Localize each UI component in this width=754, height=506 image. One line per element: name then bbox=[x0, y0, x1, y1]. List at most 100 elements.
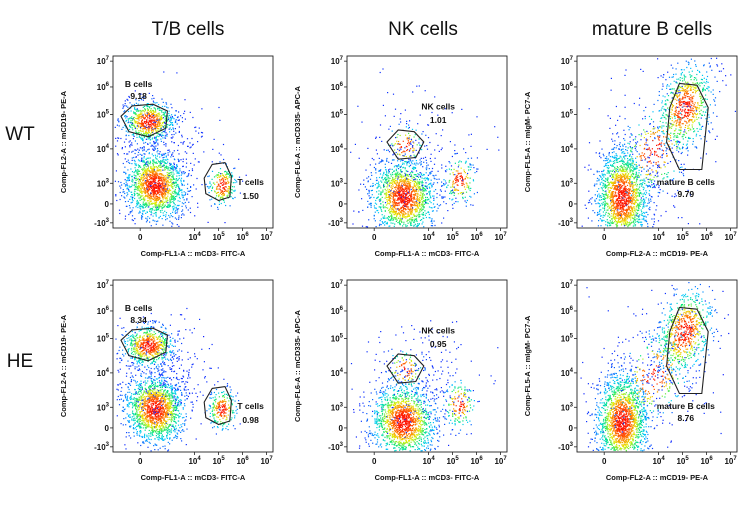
event-point bbox=[131, 124, 133, 126]
event-point bbox=[413, 182, 415, 184]
event-point bbox=[167, 186, 169, 188]
event-point bbox=[397, 178, 399, 180]
event-point bbox=[426, 185, 428, 187]
event-point bbox=[437, 207, 439, 209]
event-point bbox=[165, 145, 167, 147]
event-point bbox=[138, 117, 141, 119]
event-point bbox=[397, 174, 400, 176]
event-point bbox=[403, 188, 405, 191]
event-point bbox=[162, 189, 164, 191]
event-point bbox=[116, 153, 119, 155]
event-point bbox=[385, 196, 387, 199]
event-point bbox=[220, 176, 222, 178]
event-point bbox=[413, 185, 415, 187]
event-point bbox=[144, 170, 146, 172]
event-point bbox=[133, 103, 135, 106]
column-title: mature B cells bbox=[592, 19, 712, 40]
event-point bbox=[410, 217, 412, 219]
event-point bbox=[134, 162, 136, 164]
event-point bbox=[218, 203, 220, 205]
event-point bbox=[401, 185, 403, 187]
event-point bbox=[207, 221, 209, 223]
event-point bbox=[453, 192, 455, 194]
event-point bbox=[148, 137, 150, 140]
event-point bbox=[385, 179, 387, 181]
event-point bbox=[416, 201, 418, 203]
event-point bbox=[151, 188, 153, 190]
event-point bbox=[424, 179, 426, 181]
event-point bbox=[393, 190, 395, 192]
event-point bbox=[152, 163, 154, 165]
event-point bbox=[156, 117, 158, 119]
event-point bbox=[414, 194, 416, 196]
event-point bbox=[162, 169, 164, 171]
event-point bbox=[390, 222, 392, 224]
event-point bbox=[159, 161, 161, 163]
event-point bbox=[368, 192, 370, 194]
event-point bbox=[388, 194, 391, 196]
event-point bbox=[393, 182, 395, 184]
event-point bbox=[175, 179, 177, 181]
event-point bbox=[401, 171, 403, 173]
event-point bbox=[416, 199, 419, 201]
event-point bbox=[605, 177, 607, 180]
event-point bbox=[141, 193, 143, 195]
event-point bbox=[212, 182, 214, 184]
event-point bbox=[142, 210, 144, 212]
event-point bbox=[384, 224, 386, 226]
event-point bbox=[159, 176, 161, 178]
event-point bbox=[152, 177, 155, 179]
event-point bbox=[647, 223, 649, 225]
event-point bbox=[138, 122, 140, 124]
event-point bbox=[129, 207, 131, 209]
event-point bbox=[443, 201, 445, 203]
event-point bbox=[450, 190, 452, 192]
event-point bbox=[413, 214, 415, 216]
event-point bbox=[181, 173, 183, 175]
event-point bbox=[138, 182, 140, 184]
event-point bbox=[157, 197, 159, 199]
event-point bbox=[394, 178, 396, 180]
event-point bbox=[409, 199, 411, 201]
event-point bbox=[131, 194, 133, 196]
event-point bbox=[148, 206, 150, 208]
event-point bbox=[418, 85, 420, 87]
event-point bbox=[170, 185, 172, 187]
event-point bbox=[395, 179, 397, 182]
event-point bbox=[143, 166, 145, 168]
event-point bbox=[132, 207, 134, 209]
event-point bbox=[399, 187, 401, 189]
event-point bbox=[138, 136, 140, 138]
event-point bbox=[150, 175, 152, 177]
event-point bbox=[386, 172, 388, 174]
event-point bbox=[141, 205, 143, 207]
event-point bbox=[227, 173, 229, 175]
event-point bbox=[144, 125, 146, 127]
event-point bbox=[617, 220, 619, 222]
event-point bbox=[405, 201, 407, 203]
event-point bbox=[393, 210, 395, 212]
event-point bbox=[163, 187, 165, 189]
event-point bbox=[150, 200, 152, 203]
event-point bbox=[398, 140, 400, 143]
event-point bbox=[433, 177, 435, 179]
event-point bbox=[137, 179, 139, 181]
event-point bbox=[155, 202, 157, 205]
event-point bbox=[627, 158, 629, 160]
event-point bbox=[226, 178, 228, 180]
event-point bbox=[606, 219, 608, 221]
event-point bbox=[140, 182, 142, 184]
event-point bbox=[428, 198, 430, 200]
event-point bbox=[149, 203, 151, 205]
event-point bbox=[140, 117, 142, 119]
event-point bbox=[142, 122, 144, 124]
event-point bbox=[221, 179, 223, 181]
event-point bbox=[166, 167, 168, 170]
event-point bbox=[411, 218, 413, 221]
event-point bbox=[143, 184, 145, 186]
event-point bbox=[407, 140, 409, 142]
event-point bbox=[146, 168, 149, 170]
event-point bbox=[124, 215, 127, 217]
event-point bbox=[145, 183, 147, 185]
event-point bbox=[131, 119, 134, 121]
